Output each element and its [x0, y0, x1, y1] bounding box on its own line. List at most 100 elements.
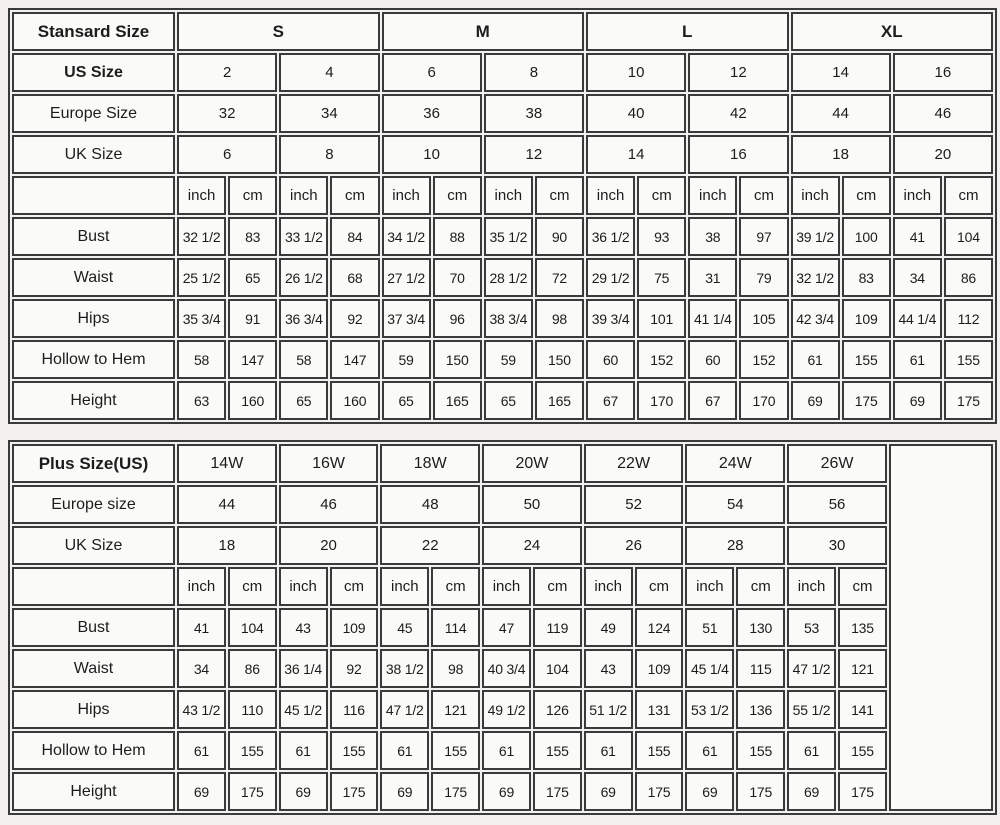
measure-value-cell: 126 — [532, 690, 582, 729]
size-value-cell: 30 — [787, 526, 887, 565]
measure-value-cell: 61 — [583, 731, 633, 770]
measure-value-cell: 147 — [228, 340, 278, 379]
measure-value-cell: 60 — [688, 340, 738, 379]
measure-value-cell: 155 — [227, 731, 277, 770]
measure-value-cell: 155 — [532, 731, 582, 770]
unit-row-blank-label — [12, 176, 175, 215]
size-row-label: Europe Size — [12, 94, 175, 133]
measure-value-cell: 136 — [736, 690, 786, 729]
measure-value-cell: 45 1/2 — [278, 690, 328, 729]
measure-value-cell: 69 — [278, 772, 328, 811]
size-value-cell: 26 — [583, 526, 684, 565]
measure-value-cell: 170 — [739, 381, 789, 420]
measure-value-cell: 131 — [634, 690, 684, 729]
measure-value-cell: 155 — [329, 731, 379, 770]
measure-value-cell: 109 — [329, 608, 379, 647]
unit-header-cell: inch — [482, 567, 531, 606]
unit-header-cell: inch — [892, 176, 942, 215]
measure-value-cell: 75 — [637, 258, 687, 297]
measure-value-cell: 49 1/2 — [482, 690, 531, 729]
size-value-cell: 20 — [892, 135, 993, 174]
size-value-cell: 10 — [381, 135, 482, 174]
measure-value-cell: 86 — [943, 258, 993, 297]
size-value-cell: 34 — [279, 94, 380, 133]
measure-value-cell: 65 — [228, 258, 278, 297]
unit-header-cell: inch — [685, 567, 735, 606]
size-group-header: L — [586, 12, 789, 51]
measure-value-cell: 175 — [532, 772, 582, 811]
measure-value-cell: 39 1/2 — [790, 217, 840, 256]
measure-value-cell: 68 — [330, 258, 380, 297]
measure-value-cell: 98 — [431, 649, 481, 688]
measure-value-cell: 34 1/2 — [381, 217, 431, 256]
measure-value-cell: 130 — [736, 608, 786, 647]
size-value-cell: 12 — [483, 135, 584, 174]
measure-value-cell: 119 — [532, 608, 582, 647]
size-value-cell: 32 — [177, 94, 278, 133]
size-value-cell: 46 — [278, 485, 379, 524]
measure-value-cell: 51 — [685, 608, 735, 647]
measure-value-cell: 35 3/4 — [177, 299, 227, 338]
measure-value-cell: 92 — [330, 299, 380, 338]
size-value-cell: 16 — [688, 135, 789, 174]
measure-row-label: Bust — [12, 608, 175, 647]
size-value-cell: 38 — [483, 94, 584, 133]
size-group-header: XL — [790, 12, 993, 51]
measure-value-cell: 45 — [380, 608, 430, 647]
measure-value-cell: 32 1/2 — [790, 258, 840, 297]
measure-value-cell: 70 — [432, 258, 482, 297]
measure-value-cell: 175 — [329, 772, 379, 811]
measure-row-label: Hollow to Hem — [12, 340, 175, 379]
size-value-cell: 8 — [279, 135, 380, 174]
measure-value-cell: 44 1/4 — [892, 299, 942, 338]
measure-value-cell: 121 — [837, 649, 887, 688]
empty-cell — [889, 444, 993, 811]
size-value-cell: 2 — [177, 53, 278, 92]
size-value-cell: 22 — [380, 526, 481, 565]
unit-header-cell: cm — [637, 176, 687, 215]
measure-value-cell: 155 — [841, 340, 891, 379]
unit-header-cell: inch — [586, 176, 636, 215]
measure-value-cell: 25 1/2 — [177, 258, 227, 297]
size-group-header: 18W — [380, 444, 481, 483]
size-value-cell: 10 — [586, 53, 687, 92]
measure-value-cell: 152 — [739, 340, 789, 379]
size-value-cell: 50 — [482, 485, 582, 524]
measure-value-cell: 160 — [330, 381, 380, 420]
measure-value-cell: 165 — [432, 381, 482, 420]
measure-value-cell: 175 — [736, 772, 786, 811]
measure-value-cell: 124 — [634, 608, 684, 647]
size-value-cell: 8 — [483, 53, 584, 92]
measure-value-cell: 150 — [534, 340, 584, 379]
size-group-header: M — [381, 12, 584, 51]
measure-value-cell: 109 — [634, 649, 684, 688]
measure-value-cell: 61 — [892, 340, 942, 379]
size-value-cell: 12 — [688, 53, 789, 92]
measure-value-cell: 59 — [483, 340, 533, 379]
measure-value-cell: 47 1/2 — [380, 690, 430, 729]
size-row-label: UK Size — [12, 135, 175, 174]
measure-value-cell: 160 — [228, 381, 278, 420]
size-value-cell: 44 — [177, 485, 277, 524]
measure-value-cell: 91 — [228, 299, 278, 338]
unit-header-cell: cm — [228, 176, 278, 215]
measure-value-cell: 61 — [790, 340, 840, 379]
measure-value-cell: 116 — [329, 690, 379, 729]
measure-value-cell: 60 — [586, 340, 636, 379]
measure-value-cell: 72 — [534, 258, 584, 297]
size-value-cell: 24 — [482, 526, 582, 565]
measure-value-cell: 69 — [790, 381, 840, 420]
measure-value-cell: 114 — [431, 608, 481, 647]
measure-value-cell: 55 1/2 — [787, 690, 836, 729]
measure-value-cell: 65 — [381, 381, 431, 420]
measure-value-cell: 61 — [380, 731, 430, 770]
size-value-cell: 14 — [586, 135, 687, 174]
measure-value-cell: 61 — [177, 731, 226, 770]
unit-header-cell: inch — [790, 176, 840, 215]
measure-value-cell: 69 — [892, 381, 942, 420]
unit-header-cell: cm — [534, 176, 584, 215]
measure-value-cell: 109 — [841, 299, 891, 338]
unit-header-cell: cm — [634, 567, 684, 606]
measure-value-cell: 165 — [534, 381, 584, 420]
size-value-cell: 6 — [177, 135, 278, 174]
